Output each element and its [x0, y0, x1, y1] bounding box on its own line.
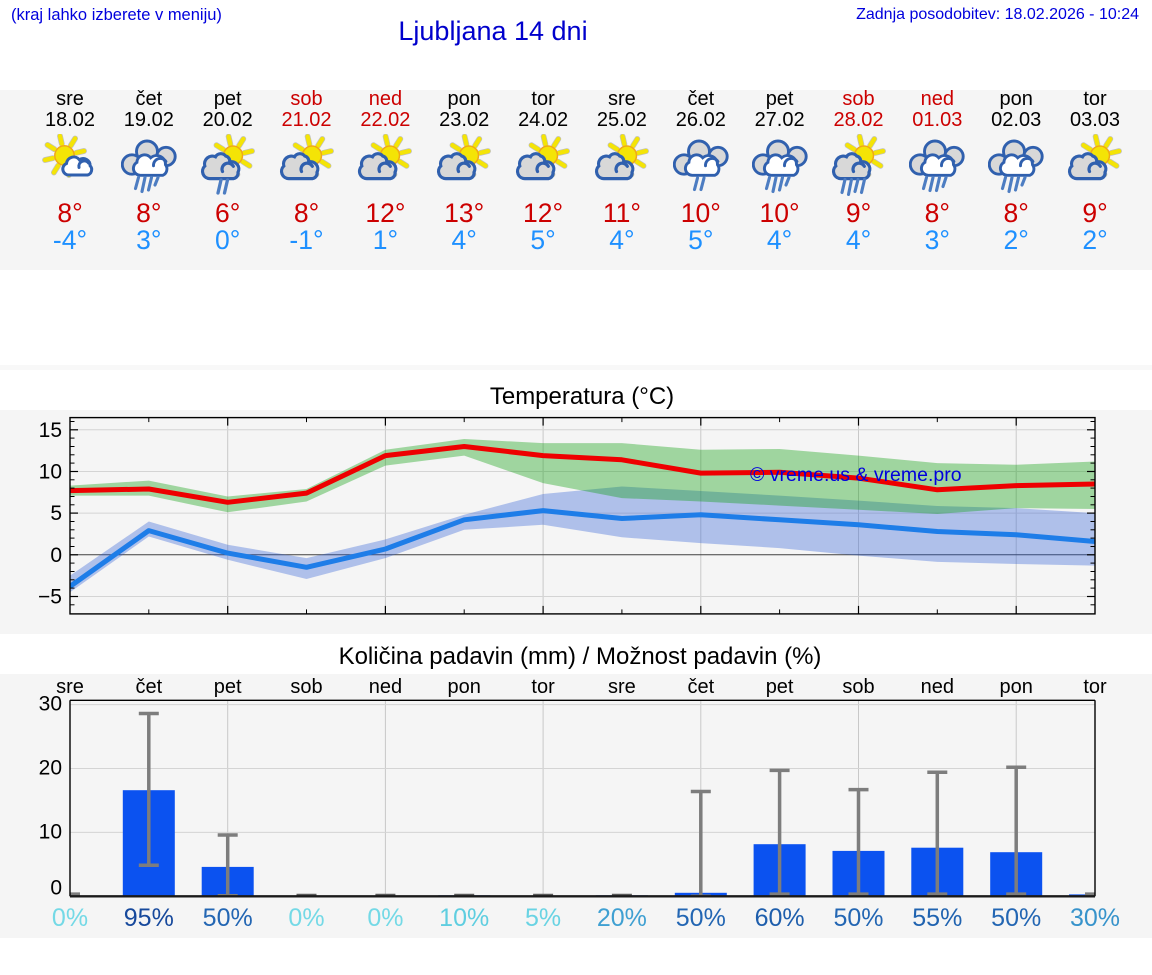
- svg-text:30: 30: [39, 693, 62, 716]
- svg-text:50%: 50%: [676, 904, 726, 932]
- svg-text:50%: 50%: [991, 904, 1041, 932]
- svg-text:sre: sre: [608, 676, 636, 698]
- svg-text:tor: tor: [1083, 676, 1107, 698]
- svg-text:55%: 55%: [912, 904, 962, 932]
- svg-text:15: 15: [39, 419, 62, 442]
- svg-text:20: 20: [39, 757, 62, 780]
- svg-text:pon: pon: [448, 676, 481, 698]
- svg-text:čet: čet: [687, 676, 714, 698]
- svg-text:10%: 10%: [439, 904, 489, 932]
- svg-text:0%: 0%: [288, 904, 324, 932]
- svg-text:5: 5: [50, 502, 62, 525]
- svg-text:50%: 50%: [203, 904, 253, 932]
- svg-text:−5: −5: [38, 586, 62, 609]
- svg-text:0%: 0%: [52, 904, 88, 932]
- svg-text:0: 0: [50, 544, 62, 567]
- svg-text:ned: ned: [921, 676, 954, 698]
- svg-text:50%: 50%: [833, 904, 883, 932]
- svg-text:pet: pet: [214, 676, 242, 698]
- svg-text:čet: čet: [135, 676, 162, 698]
- svg-text:10: 10: [39, 820, 62, 843]
- svg-text:20%: 20%: [597, 904, 647, 932]
- svg-text:10: 10: [39, 461, 62, 484]
- svg-text:pon: pon: [1000, 676, 1033, 698]
- svg-text:© vreme.us & vreme.pro: © vreme.us & vreme.pro: [750, 464, 962, 486]
- svg-text:30%: 30%: [1070, 904, 1120, 932]
- svg-text:5%: 5%: [525, 904, 561, 932]
- svg-text:pet: pet: [766, 676, 794, 698]
- svg-text:tor: tor: [531, 676, 555, 698]
- svg-text:60%: 60%: [755, 904, 805, 932]
- svg-text:0%: 0%: [367, 904, 403, 932]
- svg-text:95%: 95%: [124, 904, 174, 932]
- svg-text:sre: sre: [56, 676, 84, 698]
- svg-text:0: 0: [50, 876, 62, 899]
- svg-text:sob: sob: [290, 676, 322, 698]
- svg-text:ned: ned: [369, 676, 402, 698]
- svg-text:sob: sob: [842, 676, 874, 698]
